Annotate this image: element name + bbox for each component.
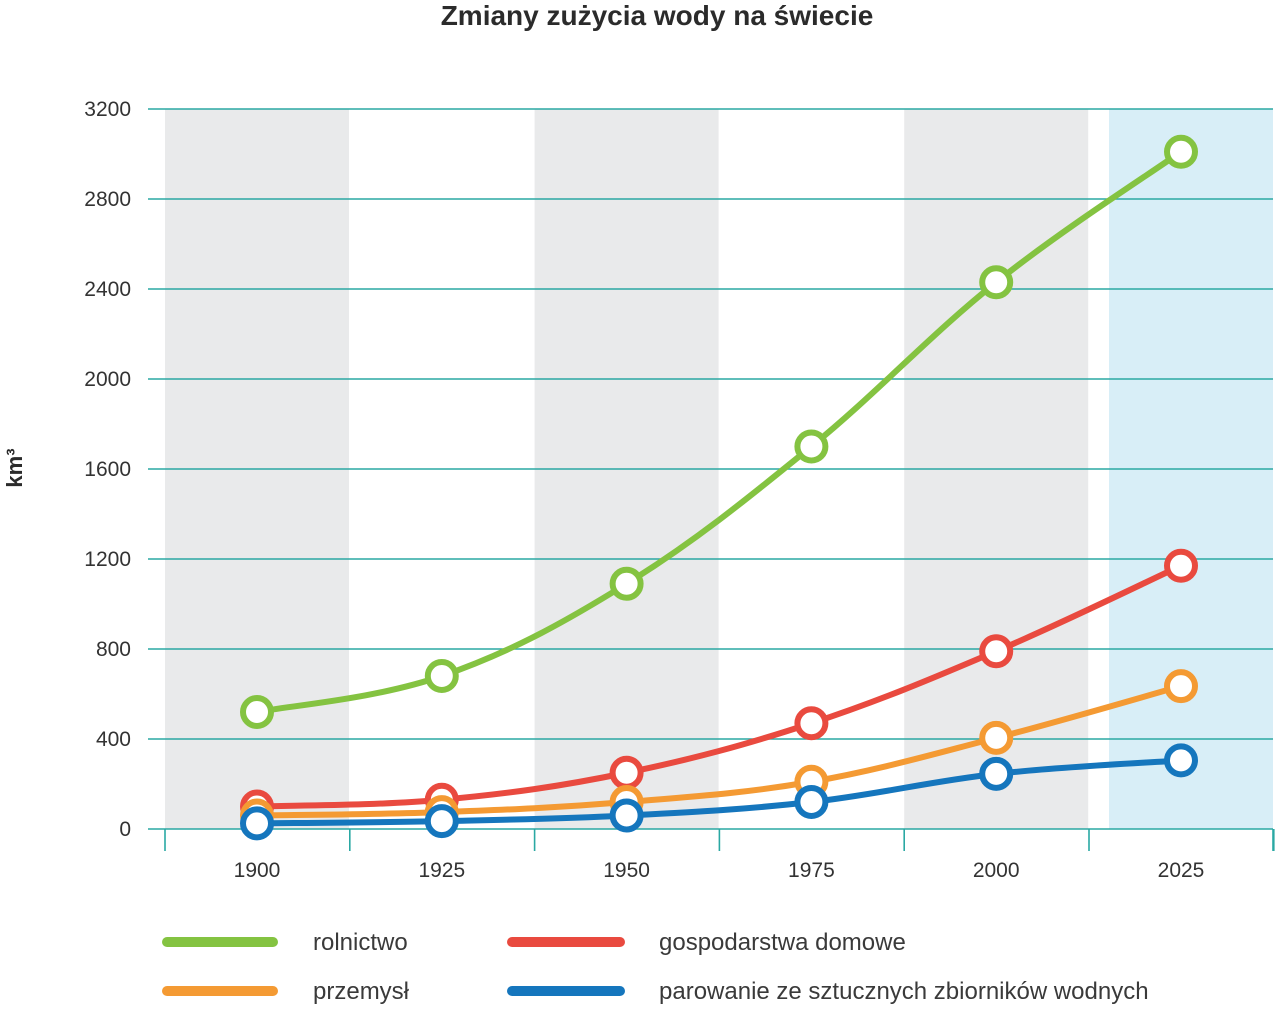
x-tick-label: 1900 [234, 859, 281, 882]
legend-item: parowanie ze sztucznych zbiorników wodny… [507, 978, 1149, 1005]
data-point-series-0 [1164, 134, 1198, 169]
data-point-series-1 [794, 706, 829, 741]
data-point-series-0 [240, 695, 274, 729]
data-point-series-1 [1164, 548, 1198, 583]
data-point-series-1 [609, 755, 644, 790]
data-point-series-2 [979, 720, 1014, 755]
data-point-series-2 [1164, 669, 1198, 704]
grid-lines [148, 108, 1273, 830]
data-point-series-0 [609, 566, 644, 601]
x-tick-label: 1975 [788, 859, 835, 882]
data-point-series-0 [424, 659, 459, 693]
legend-label: rolnictwo [313, 929, 408, 956]
x-tick-label: 2000 [973, 859, 1020, 882]
legend-label: parowanie ze sztucznych zbiorników wodny… [659, 978, 1149, 1005]
y-axis-label: km³ [2, 448, 27, 487]
axes: 0 400 800 1200 1600 2000 2400 2800 3200 1900 1925 1… [84, 98, 1275, 882]
legend-item: gospodarstwa domowe [507, 929, 906, 956]
series-points [240, 134, 1198, 841]
legend-label: przemysł [313, 978, 410, 1005]
series-line-3 [254, 757, 1184, 827]
data-point-series-3 [609, 798, 644, 833]
legend-label: gospodarstwa domowe [659, 929, 906, 956]
y-tick-label: 3200 [84, 98, 131, 121]
series-line-2 [254, 683, 1184, 819]
y-tick-label: 800 [96, 638, 131, 661]
data-point-series-3 [1164, 743, 1198, 778]
y-tick-label: 1200 [84, 548, 131, 571]
y-tick-label: 2400 [84, 278, 131, 301]
x-tick-label: 1925 [418, 859, 465, 882]
legend: rolnictwo gospodarstwa domowe przemysł paro… [162, 929, 1149, 1005]
x-tick-label: 1950 [603, 859, 650, 882]
x-tick-label: 2025 [1158, 859, 1205, 882]
data-point-series-1 [979, 634, 1014, 669]
data-point-series-3 [240, 806, 274, 841]
y-tick-label: 2000 [84, 368, 131, 391]
y-tick-label: 0 [119, 818, 131, 841]
y-tick-label: 400 [96, 728, 131, 751]
data-point-series-3 [424, 804, 459, 839]
legend-item: przemysł [162, 978, 410, 1005]
data-point-series-3 [979, 756, 1014, 791]
series-line-1 [254, 562, 1184, 810]
chart-title: Zmiany zużycia wody na świecie [441, 0, 874, 31]
data-point-series-3 [794, 785, 829, 819]
y-tick-label: 1600 [84, 458, 131, 481]
data-point-series-0 [794, 429, 829, 464]
legend-item: rolnictwo [162, 929, 408, 956]
data-point-series-0 [979, 265, 1014, 300]
y-tick-label: 2800 [84, 188, 131, 211]
